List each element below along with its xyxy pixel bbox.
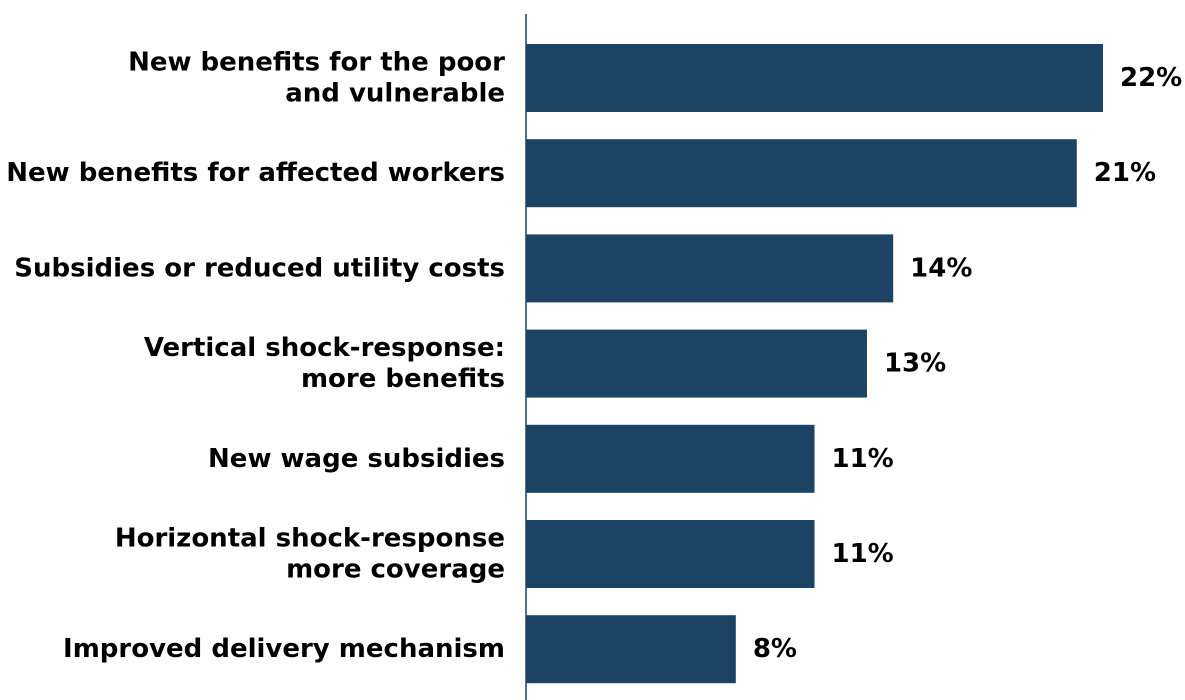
value-label-1: 22% xyxy=(1120,63,1182,93)
bars xyxy=(526,44,1103,684)
category-labels: New benefits for the poor and vulnerableN… xyxy=(6,48,505,665)
value-labels: 22% 21% 14% 13% 11% 11% 8% xyxy=(753,63,1182,664)
bar-4 xyxy=(526,329,867,398)
value-label-6: 11% xyxy=(832,539,894,569)
bar-2 xyxy=(526,139,1077,208)
category-label-line: more benefits xyxy=(301,364,505,394)
bar-3 xyxy=(526,234,894,303)
bar-1 xyxy=(526,44,1103,112)
category-label-line: more coverage xyxy=(286,555,505,585)
category-label-line: New wage subsidies xyxy=(208,444,505,474)
category-label-2: New benefits for affected workers xyxy=(6,158,505,188)
bar-7 xyxy=(526,615,736,684)
bar-6 xyxy=(526,520,815,588)
value-label-5: 11% xyxy=(832,444,894,474)
category-label-7: Improved delivery mechanism xyxy=(63,634,505,664)
category-label-6: Horizontal shock-response more coverage xyxy=(115,524,505,585)
category-label-line: Subsidies or reduced utility costs xyxy=(14,253,505,283)
value-label-7: 8% xyxy=(753,634,797,664)
category-label-line: New benefits for the poor xyxy=(128,48,505,78)
category-label-3: Subsidies or reduced utility costs xyxy=(14,253,505,283)
category-label-line: and vulnerable xyxy=(285,79,505,109)
category-label-1: New benefits for the poor and vulnerable xyxy=(128,48,505,109)
value-label-4: 13% xyxy=(884,349,946,379)
bar-5 xyxy=(526,424,815,493)
category-label-line: New benefits for affected workers xyxy=(6,158,505,188)
category-label-line: Horizontal shock-response xyxy=(115,524,505,554)
value-label-2: 21% xyxy=(1094,158,1156,188)
category-label-5: New wage subsidies xyxy=(208,444,505,474)
value-label-3: 14% xyxy=(910,253,972,283)
category-label-line: Improved delivery mechanism xyxy=(63,634,505,664)
category-label-line: Vertical shock-response: xyxy=(144,333,505,363)
category-label-4: Vertical shock-response: more benefits xyxy=(144,333,505,394)
